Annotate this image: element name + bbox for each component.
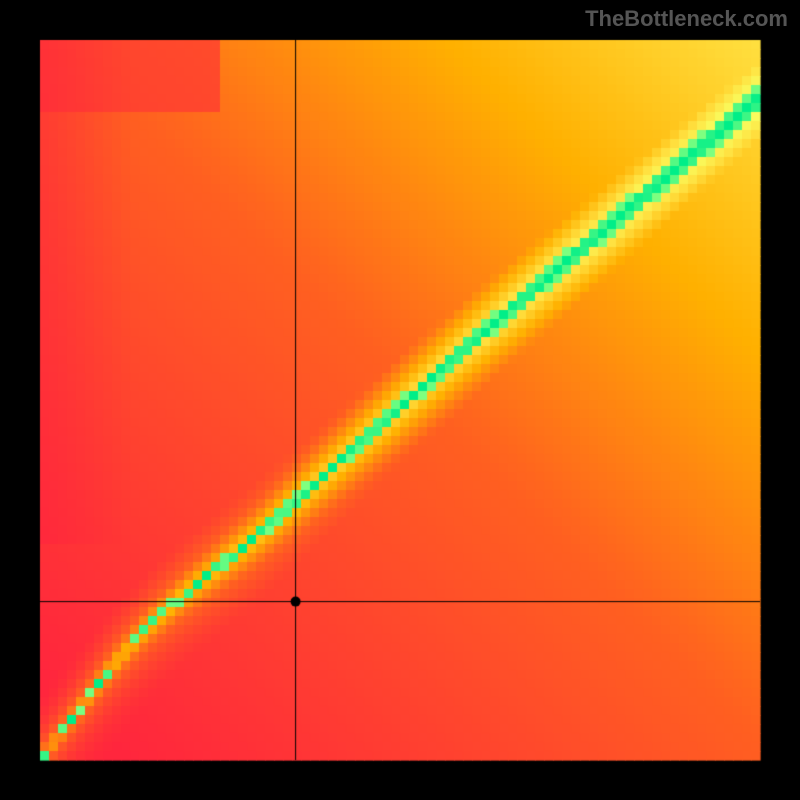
source-watermark: TheBottleneck.com bbox=[585, 6, 788, 32]
heatmap-canvas bbox=[0, 0, 800, 800]
chart-container: TheBottleneck.com bbox=[0, 0, 800, 800]
